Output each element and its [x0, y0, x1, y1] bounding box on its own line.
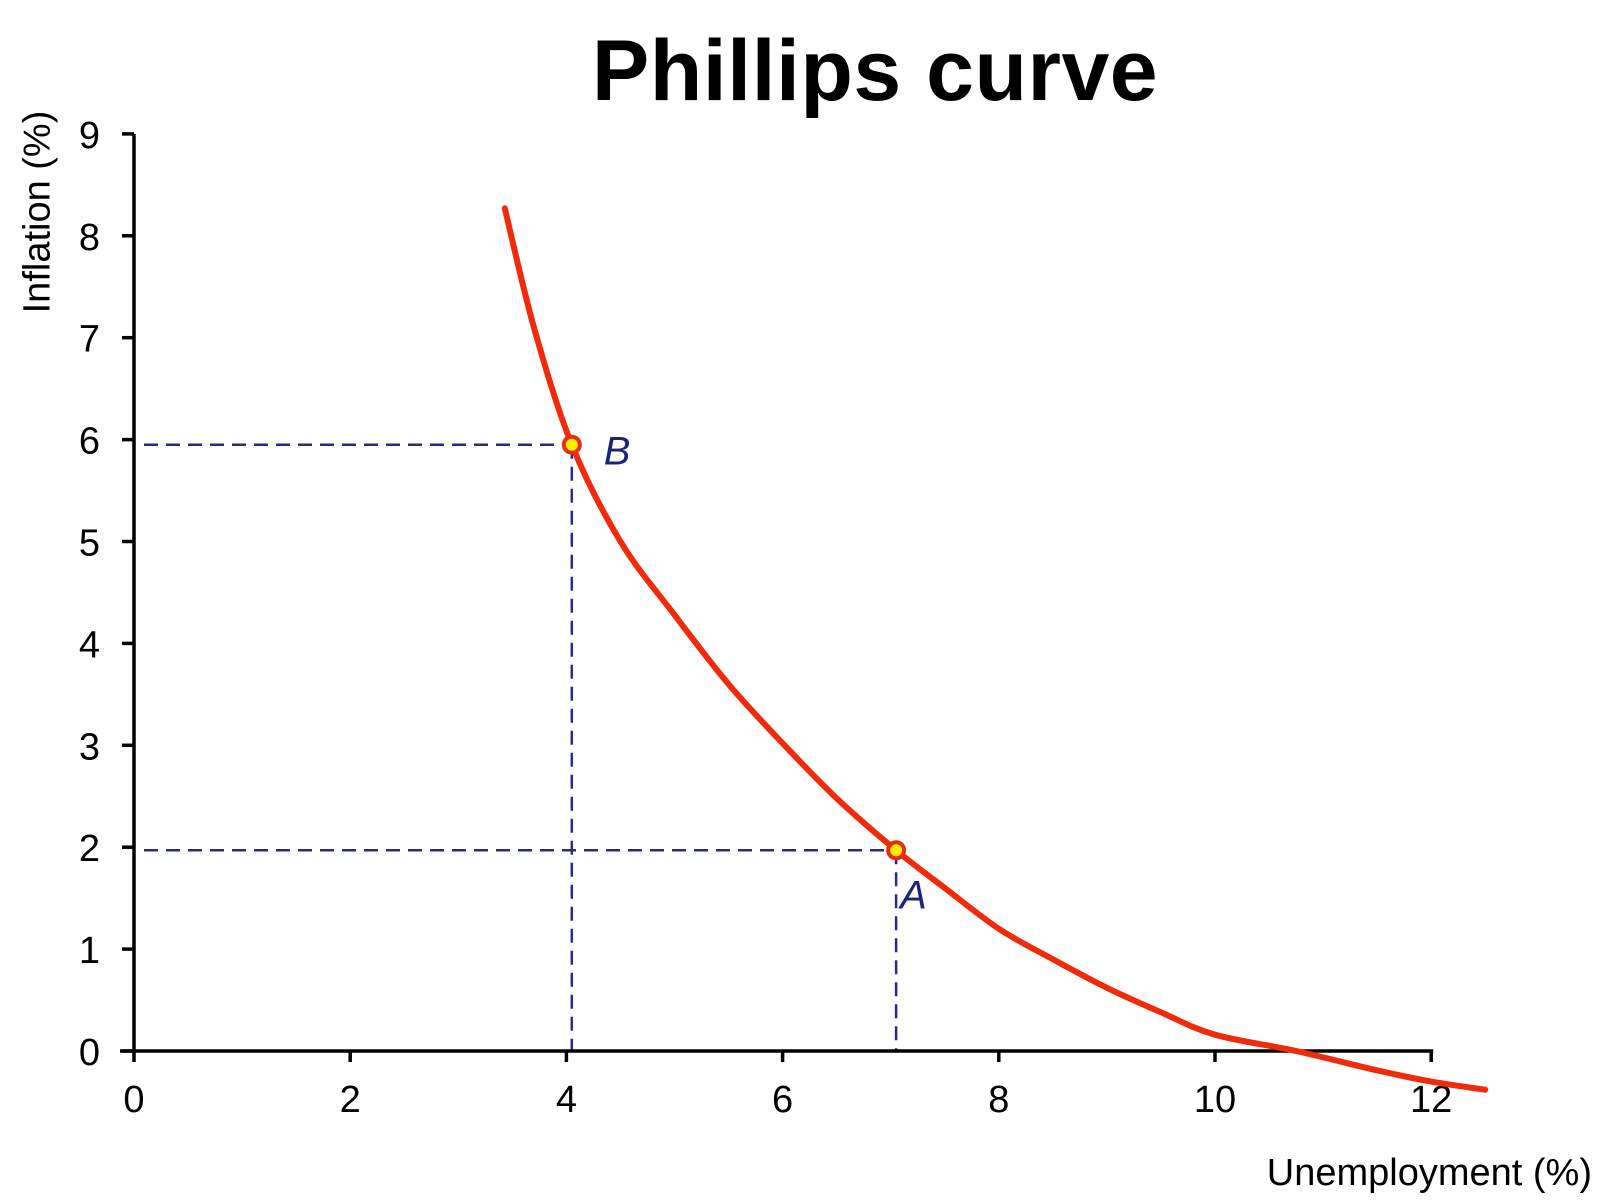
y-tick-label: 2	[79, 828, 100, 870]
point-label-a: A	[898, 873, 927, 917]
y-tick-label: 5	[79, 523, 100, 565]
y-tick-label: 7	[79, 319, 100, 361]
curve-path	[501, 205, 1489, 1093]
y-tick-label: 3	[79, 726, 100, 768]
x-axis-label: Unemployment (%)	[1266, 1152, 1592, 1194]
y-tick-label: 4	[79, 624, 100, 666]
y-tick-label: 6	[79, 421, 100, 463]
point-label-b: B	[604, 430, 631, 474]
x-tick-label: 2	[340, 1079, 361, 1121]
y-tick-label: 9	[79, 115, 100, 157]
chart-title: Phillips curve	[591, 23, 1159, 119]
x-tick-label: 10	[1194, 1079, 1236, 1121]
data-points: AB	[561, 430, 927, 917]
y-tick-label: 1	[79, 930, 100, 972]
point-marker-b	[561, 434, 582, 455]
x-tick-label: 0	[123, 1079, 144, 1121]
y-tick-label: 8	[79, 217, 100, 259]
y-tick-label: 0	[79, 1032, 100, 1074]
x-tick-label: 8	[988, 1079, 1009, 1121]
point-marker-a	[886, 840, 907, 861]
x-tick-label: 4	[556, 1079, 577, 1121]
guide-lines	[144, 443, 898, 1051]
phillips-curve	[501, 205, 1489, 1093]
x-tick-label: 6	[772, 1079, 793, 1121]
